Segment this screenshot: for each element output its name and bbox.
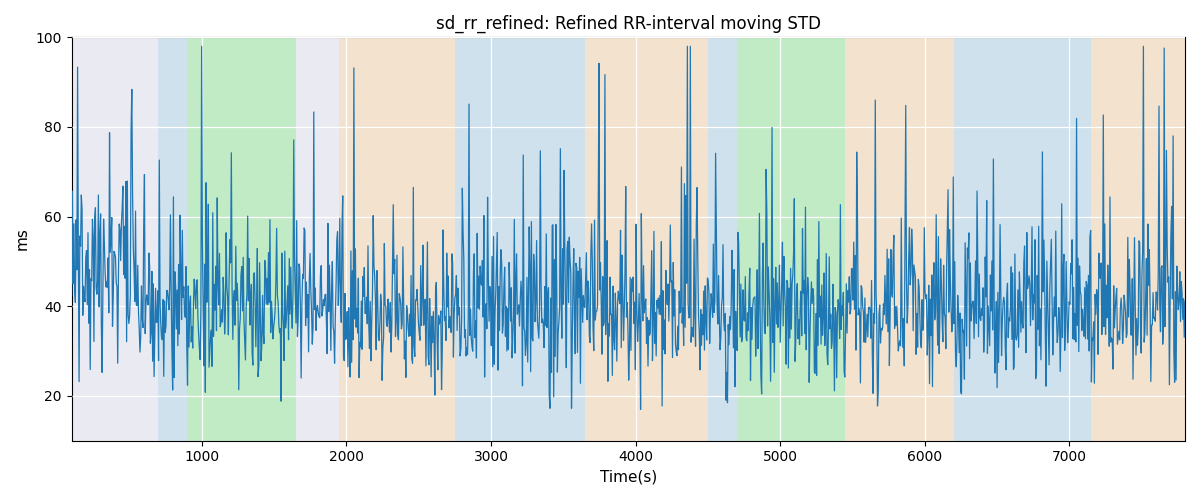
Bar [737,38,845,440]
X-axis label: Time(s): Time(s) [600,470,656,485]
Bar [340,38,455,440]
Bar [158,38,187,440]
Y-axis label: ms: ms [16,228,30,250]
Bar [954,38,1091,440]
Title: sd_rr_refined: Refined RR-interval moving STD: sd_rr_refined: Refined RR-interval movin… [436,15,821,34]
Bar [1091,38,1186,440]
Bar [845,38,954,440]
Bar [584,38,708,440]
Bar [708,38,737,440]
Bar [187,38,295,440]
Bar [455,38,584,440]
